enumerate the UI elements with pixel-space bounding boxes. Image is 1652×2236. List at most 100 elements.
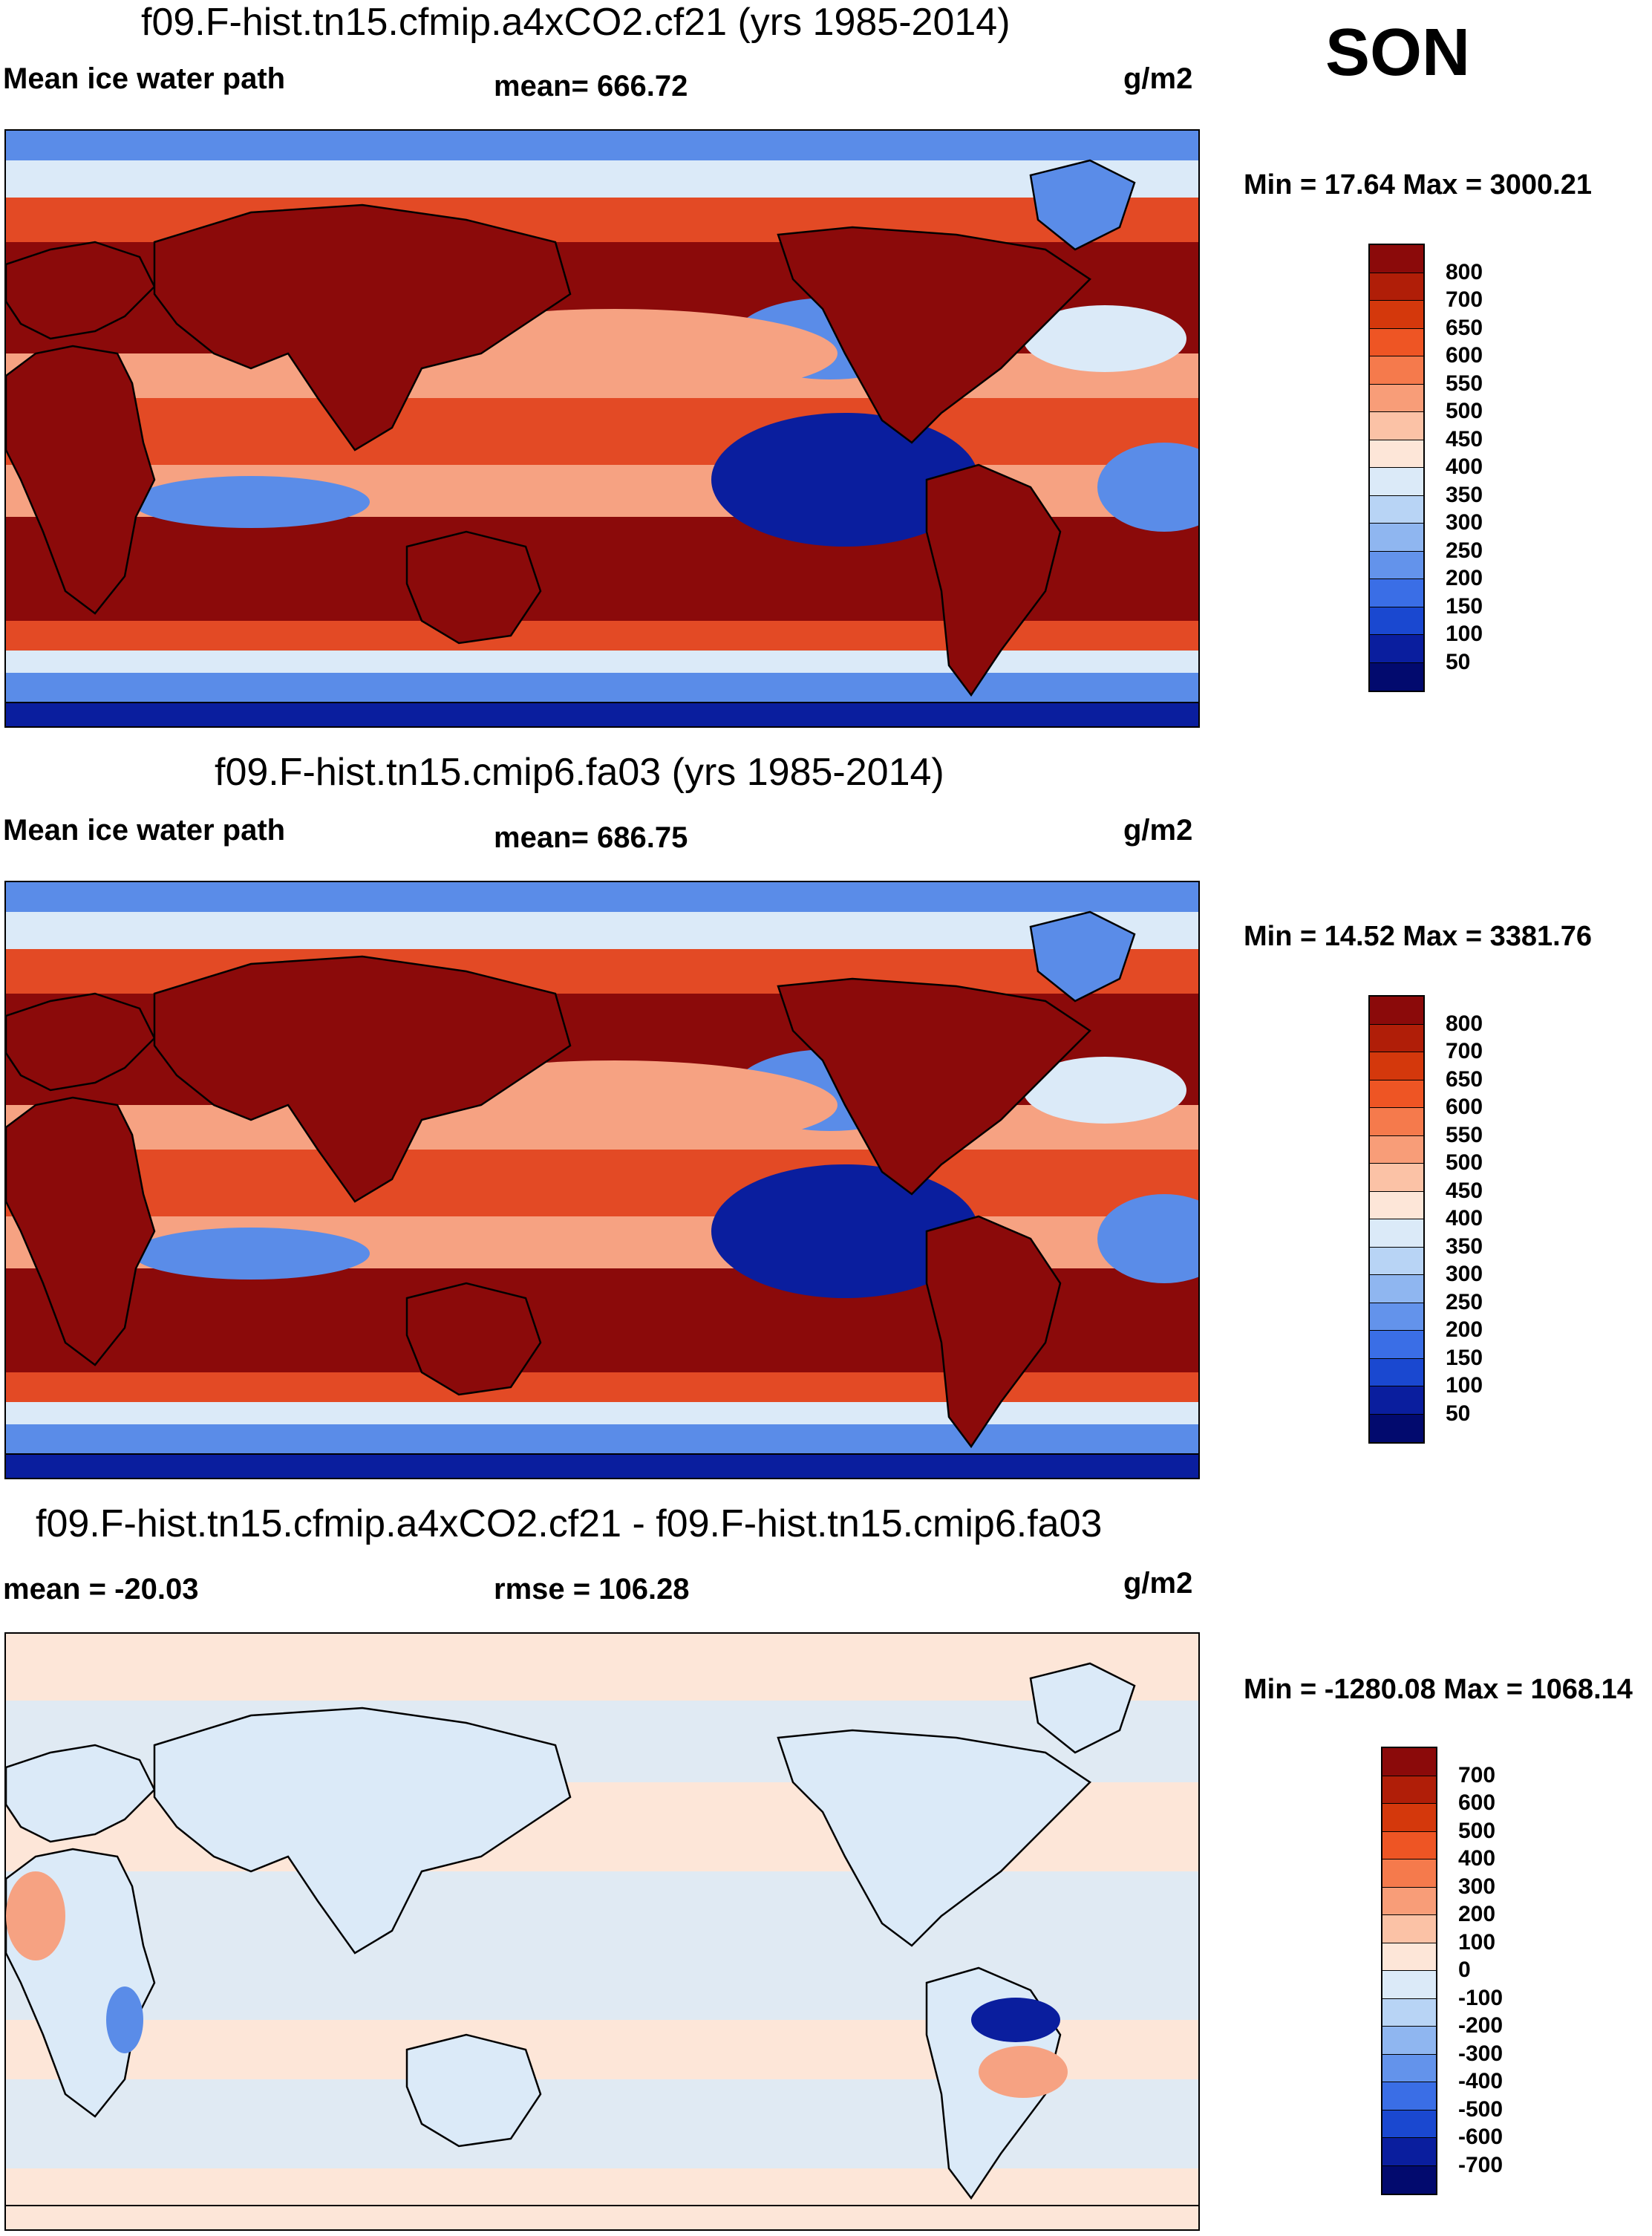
- colorbar-tick-label: 600: [1458, 1790, 1496, 1815]
- colorbar-tick-label: 200: [1446, 1317, 1483, 1342]
- colorbar-swatch: [1370, 1024, 1423, 1052]
- panel1-colorbar: [1368, 244, 1425, 692]
- colorbar-tick-label: 700: [1458, 1762, 1496, 1787]
- lat-band: [6, 1150, 1198, 1216]
- lat-band: [6, 131, 1198, 160]
- continent-australia: [405, 530, 542, 645]
- africa-east-dry: [106, 1986, 143, 2053]
- colorbar-tick-label: 450: [1446, 426, 1483, 452]
- s-indian-low: [132, 476, 370, 528]
- panel3-colorbar: [1381, 1747, 1437, 2195]
- colorbar-tick-label: 200: [1446, 566, 1483, 590]
- panel2-map: [4, 881, 1200, 1479]
- panel2-variable-label: Mean ice water path: [3, 814, 286, 847]
- continent-asia: [153, 1707, 572, 1955]
- colorbar-swatch: [1370, 1414, 1423, 1442]
- colorbar-swatch: [1382, 1887, 1436, 1915]
- season-label: SON: [1325, 16, 1471, 90]
- continent-europe: [6, 1744, 156, 1843]
- lat-band: [6, 882, 1198, 912]
- colorbar-swatch: [1370, 997, 1423, 1025]
- lat-band: [6, 160, 1198, 198]
- brazil-wet: [979, 2046, 1068, 2098]
- colorbar-tick-label: 100: [1446, 622, 1483, 646]
- colorbar-swatch: [1382, 2165, 1436, 2194]
- n-atlantic-low: [1023, 305, 1186, 372]
- continent-asia: [153, 955, 572, 1203]
- panel3-map: [4, 1632, 1200, 2231]
- continent-australia: [405, 2033, 542, 2148]
- panel1-title: f09.F-hist.tn15.cfmip.a4xCO2.cf21 (yrs 1…: [141, 1, 1011, 44]
- colorbar-tick-label: 150: [1446, 1345, 1483, 1370]
- colorbar-swatch: [1382, 1804, 1436, 1832]
- colorbar-tick-label: 100: [1446, 1373, 1483, 1398]
- colorbar-swatch: [1370, 495, 1423, 524]
- colorbar-swatch: [1370, 551, 1423, 579]
- colorbar-swatch: [1370, 468, 1423, 496]
- colorbar-swatch: [1370, 1052, 1423, 1080]
- panel3-map-canvas: [6, 1634, 1198, 2229]
- panel3-minmax: Min = -1280.08 Max = 1068.14: [1244, 1674, 1633, 1705]
- colorbar-swatch: [1382, 1776, 1436, 1804]
- colorbar-tick-label: 400: [1446, 1206, 1483, 1231]
- colorbar-tick-label: 500: [1458, 1818, 1496, 1843]
- colorbar-swatch: [1382, 2138, 1436, 2166]
- colorbar-tick-label: -500: [1458, 2096, 1504, 2122]
- se-pacific-low: [711, 1164, 979, 1298]
- panel3-title: f09.F-hist.tn15.cfmip.a4xCO2.cf21 - f09.…: [36, 1502, 1103, 1545]
- colorbar-swatch: [1370, 245, 1423, 273]
- colorbar-tick-label: -300: [1458, 2041, 1504, 2066]
- continent-samerica: [925, 463, 1062, 697]
- colorbar-swatch: [1382, 1859, 1436, 1888]
- colorbar-tick-label: 300: [1446, 510, 1483, 535]
- lat-band: [6, 651, 1198, 673]
- colorbar-swatch: [1370, 662, 1423, 691]
- colorbar-tick-label: 700: [1446, 1039, 1483, 1063]
- colorbar-tick-label: 650: [1446, 315, 1483, 340]
- colorbar-tick-label: 300: [1458, 1874, 1496, 1899]
- colorbar-swatch: [1370, 412, 1423, 440]
- colorbar-swatch: [1382, 1831, 1436, 1859]
- lat-band: [6, 398, 1198, 465]
- se-pacific-low: [711, 413, 979, 547]
- colorbar-tick-label: 50: [1446, 1401, 1471, 1426]
- colorbar-swatch: [1382, 2054, 1436, 2082]
- continent-europe: [6, 992, 156, 1092]
- lat-band: [6, 703, 1198, 726]
- panel3-mean-label: mean = -20.03: [3, 1573, 199, 1606]
- s-atlantic-low: [1097, 443, 1198, 532]
- panel2-map-canvas: [6, 882, 1198, 1478]
- colorbar-swatch: [1382, 2082, 1436, 2110]
- continent-asia: [153, 203, 572, 452]
- colorbar-tick-label: 500: [1446, 1150, 1483, 1175]
- amazon-dry: [971, 1998, 1060, 2042]
- colorbar-swatch: [1370, 1191, 1423, 1219]
- colorbar-swatch: [1382, 1915, 1436, 1943]
- colorbar-tick-label: 250: [1446, 1289, 1483, 1314]
- colorbar-tick-label: 450: [1446, 1178, 1483, 1203]
- colorbar-tick-label: 400: [1458, 1846, 1496, 1871]
- s-atlantic-low: [1097, 1194, 1198, 1283]
- colorbar-tick-label: 150: [1446, 593, 1483, 619]
- colorbar-tick-label: 250: [1446, 538, 1483, 563]
- lat-band: [6, 912, 1198, 949]
- continent-greenland: [1029, 1662, 1136, 1754]
- continent-samerica: [925, 1215, 1062, 1449]
- colorbar-tick-label: 600: [1446, 1095, 1483, 1119]
- colorbar-swatch: [1370, 1386, 1423, 1415]
- panel1-variable-label: Mean ice water path: [3, 62, 286, 95]
- colorbar-tick-label: -100: [1458, 1985, 1504, 2010]
- panel3-rmse-label: rmse = 106.28: [494, 1573, 690, 1606]
- lat-band: [6, 673, 1198, 703]
- colorbar-swatch: [1382, 1748, 1436, 1776]
- continent-greenland: [1029, 910, 1136, 1003]
- colorbar-tick-label: 600: [1446, 343, 1483, 368]
- lat-band: [6, 1454, 1198, 1478]
- colorbar-swatch: [1370, 579, 1423, 607]
- colorbar-swatch: [1370, 607, 1423, 635]
- colorbar-swatch: [1370, 1164, 1423, 1192]
- colorbar-tick-label: 550: [1446, 1122, 1483, 1147]
- colorbar-swatch: [1370, 356, 1423, 385]
- panel3-units-label: g/m2: [1123, 1567, 1193, 1600]
- panel2-units-label: g/m2: [1123, 814, 1193, 847]
